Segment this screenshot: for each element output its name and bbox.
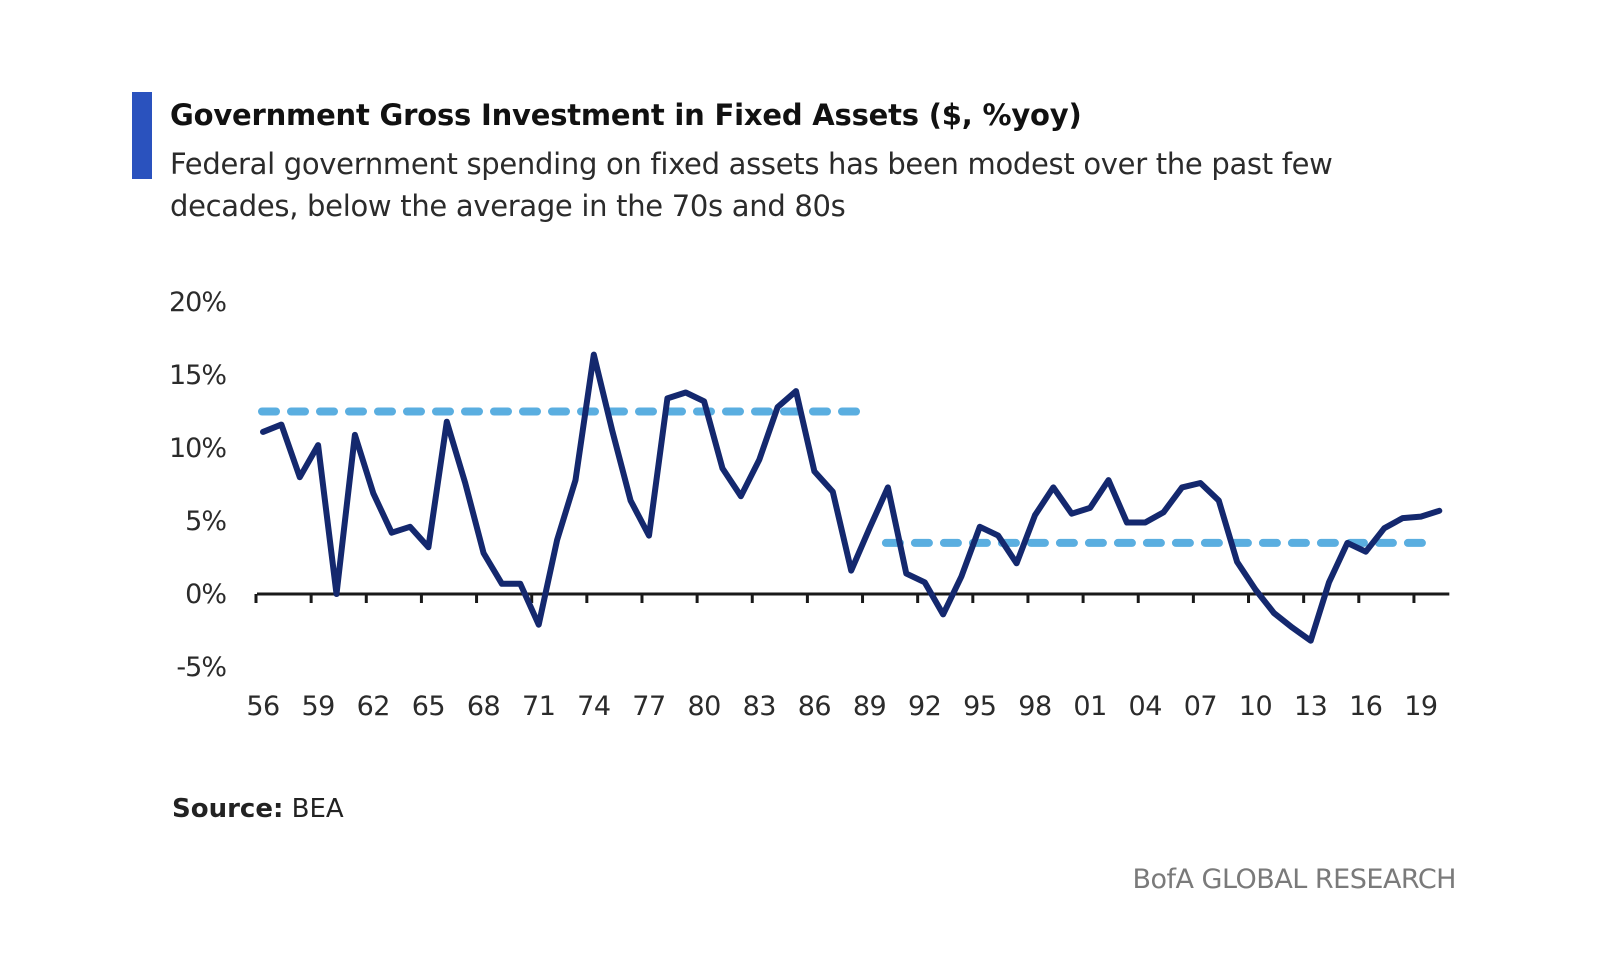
x-tick-label: 92 <box>908 691 941 722</box>
x-tick-label: 62 <box>357 691 390 722</box>
y-axis-labels: 20% 15% 10% 5% 0% -5% <box>169 287 227 683</box>
x-axis-labels: 56 59 62 65 68 71 74 77 80 83 86 89 92 95 98 01 04 07 10 13… <box>246 691 1438 722</box>
x-tick-label: 13 <box>1294 691 1327 722</box>
x-tick-label: 16 <box>1349 691 1382 722</box>
x-tick-label: 74 <box>577 691 610 722</box>
x-tick-label: 77 <box>632 691 665 722</box>
title-accent-bar <box>132 92 152 179</box>
x-tick-label: 19 <box>1404 691 1437 722</box>
y-tick-label: -5% <box>176 652 226 683</box>
x-axis <box>254 592 1450 603</box>
x-tick-label: 07 <box>1184 691 1217 722</box>
x-tick-label: 89 <box>853 691 886 722</box>
x-tick-label: 59 <box>301 691 334 722</box>
y-tick-label: 10% <box>169 433 226 464</box>
x-tick-label: 56 <box>246 691 279 722</box>
x-tick-label: 65 <box>412 691 445 722</box>
x-tick-label: 80 <box>687 691 720 722</box>
source-label: Source: <box>172 794 284 824</box>
x-tick-label: 83 <box>743 691 776 722</box>
y-tick-label: 5% <box>185 506 226 537</box>
source-note: Source: BEA <box>172 794 344 824</box>
series-line <box>260 351 1443 644</box>
series-group <box>260 351 1443 644</box>
chart-subtitle: Federal government spending on fixed ass… <box>170 147 1333 223</box>
x-tick-label: 98 <box>1018 691 1051 722</box>
y-tick-label: 0% <box>185 579 226 610</box>
x-tick-label: 68 <box>467 691 500 722</box>
y-tick-label: 15% <box>169 360 226 391</box>
x-tick-label: 95 <box>963 691 996 722</box>
chart-title: Government Gross Investment in Fixed Ass… <box>170 98 1082 132</box>
brand-footer: BofA GLOBAL RESEARCH <box>1132 864 1456 895</box>
x-tick-label: 86 <box>798 691 831 722</box>
x-tick-label: 04 <box>1129 691 1162 722</box>
x-tick-label: 71 <box>522 691 555 722</box>
y-tick-label: 20% <box>169 287 226 318</box>
average-lines <box>258 407 1438 547</box>
source-value: BEA <box>291 794 344 824</box>
x-tick-label: 10 <box>1239 691 1272 722</box>
x-tick-label: 01 <box>1073 691 1106 722</box>
